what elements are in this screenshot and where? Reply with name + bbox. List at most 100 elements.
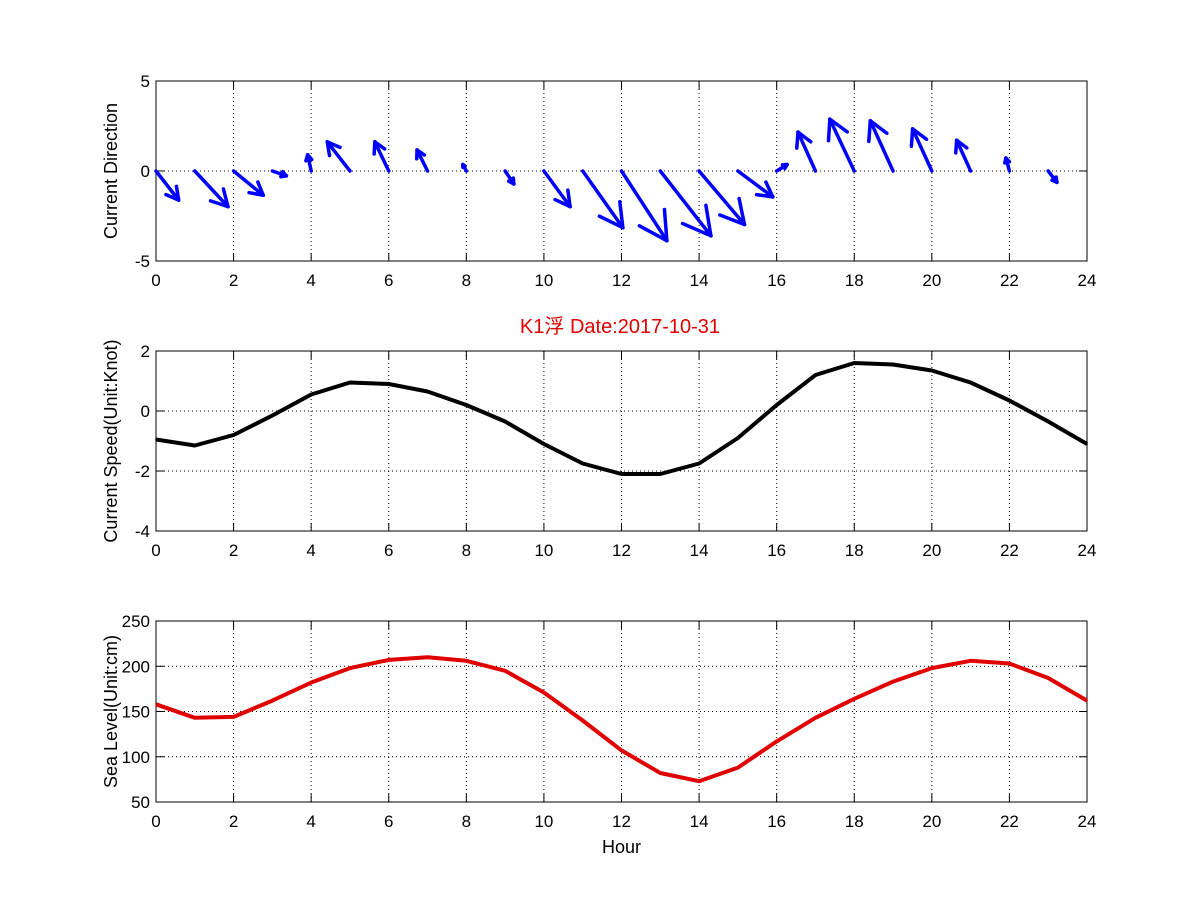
speed-x-tick-label: 6 [384, 541, 393, 560]
arrow-head [867, 119, 873, 144]
direction-y-axis-label: Current Direction [101, 103, 121, 239]
sea-level-x-tick-label: 14 [690, 812, 709, 831]
arrow-shaft [325, 140, 352, 173]
arrow-shaft [373, 140, 391, 173]
arrow-head [1002, 156, 1008, 165]
speed-data-point [1008, 399, 1011, 402]
sea-level-y-tick-label: 100 [122, 748, 150, 767]
arrow-head [704, 203, 713, 238]
sea-level-series-line [155, 655, 1089, 784]
arrow-head [304, 153, 310, 163]
arrow-head [618, 200, 625, 230]
speed-x-tick-label: 18 [845, 541, 864, 560]
arrow-shaft [154, 169, 181, 202]
speed-data-point [387, 383, 390, 385]
arrow-head [637, 224, 669, 243]
speed-data-point [193, 444, 196, 447]
speed-data-point [310, 393, 312, 396]
arrow-shaft [231, 169, 266, 198]
speed-data-point [620, 473, 623, 475]
arrow-head [868, 119, 889, 136]
arrow-head [164, 192, 181, 202]
sea-level-x-tick-label: 20 [922, 812, 941, 831]
speed-data-point [232, 434, 235, 436]
arrow-head [566, 188, 572, 209]
arrow-shaft [658, 169, 713, 238]
speed-x-tick-label: 8 [462, 541, 471, 560]
sea-level-y-tick-label: 150 [122, 703, 150, 722]
sea-level-data-point [426, 656, 429, 658]
sea-level-x-tick-label: 24 [1078, 812, 1097, 831]
speed-x-tick-label: 12 [612, 541, 631, 560]
arrow-head [795, 130, 800, 150]
sea-level-y-tick-label: 50 [131, 793, 150, 812]
sea-level-data-point [193, 717, 196, 719]
speed-x-tick-label: 20 [922, 541, 941, 560]
speed-data-point [465, 404, 468, 406]
direction-y-tick-label: 5 [141, 72, 150, 91]
sea-level-data-point [737, 766, 739, 769]
arrow-head [174, 184, 181, 202]
current-direction-arrow [414, 148, 430, 173]
sea-level-data-point [310, 681, 312, 684]
arrow-head [718, 213, 747, 227]
current-direction-arrow [1046, 169, 1059, 185]
speed-x-tick-label: 24 [1078, 541, 1097, 560]
arrow-shaft [954, 138, 973, 173]
speed-x-tick-label: 10 [534, 541, 553, 560]
sea-level-x-tick-label: 0 [151, 812, 160, 831]
arrow-head [680, 221, 713, 238]
speed-x-tick-label: 22 [1000, 541, 1019, 560]
sea-level-data-point [892, 680, 894, 683]
direction-x-tick-label: 6 [384, 271, 393, 290]
current-direction-arrow [736, 169, 775, 199]
direction-y-tick-label: -5 [135, 252, 150, 271]
current-direction-arrow [270, 169, 289, 179]
sea-level-y-tick-label: 200 [122, 657, 150, 676]
sea-level-data-point [931, 667, 933, 669]
sea-level-x-tick-label: 8 [462, 812, 471, 831]
arrow-head [828, 117, 849, 134]
current-direction-arrow [658, 169, 713, 238]
direction-x-tick-label: 10 [534, 271, 553, 290]
sea-level-data-point [853, 698, 856, 700]
speed-data-point [931, 369, 933, 372]
sea-level-data-point [1008, 662, 1011, 665]
sea-level-x-tick-label: 6 [384, 812, 393, 831]
speed-data-point [853, 362, 856, 364]
speed-data-point [155, 438, 157, 441]
sea-level-data-point [969, 660, 972, 662]
sea-level-x-tick-label: 12 [612, 812, 631, 831]
speed-data-point [698, 462, 700, 465]
arrow-shaft [828, 117, 856, 173]
current-direction-arrow [372, 140, 391, 173]
sea-level-data-point [620, 749, 623, 752]
sea-level-data-point [387, 659, 390, 661]
sea-level-data-point [1047, 677, 1050, 679]
speed-data-point [504, 420, 506, 423]
arrow-head [954, 138, 969, 150]
speed-x-tick-label: 2 [229, 541, 238, 560]
arrow-shaft [796, 130, 818, 173]
speed-data-point [737, 437, 739, 439]
direction-x-tick-label: 8 [462, 271, 471, 290]
current-direction-arrow [619, 169, 669, 243]
current-direction-arrow [503, 169, 516, 186]
sea-level-data-point [504, 669, 506, 672]
current-direction-arrow [461, 162, 469, 173]
sea-level-x-tick-label: 2 [229, 812, 238, 831]
direction-x-tick-label: 24 [1078, 271, 1097, 290]
sea-level-data-point [659, 772, 662, 774]
direction-x-tick-label: 22 [1000, 271, 1019, 290]
speed-data-point [892, 363, 894, 366]
sea-level-y-axis-label: Sea Level(Unit:cm) [101, 635, 121, 788]
sea-level-x-tick-label: 16 [767, 812, 786, 831]
speed-data-point [1047, 420, 1050, 423]
current-direction-arrow [193, 169, 230, 209]
arrow-head [280, 169, 289, 178]
sea-level-data-point [581, 719, 584, 722]
